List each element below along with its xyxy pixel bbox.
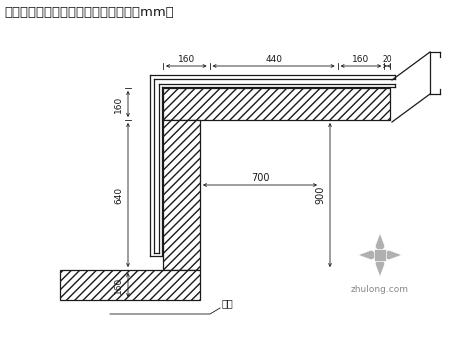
Text: 440: 440 — [265, 54, 282, 63]
Text: 20: 20 — [382, 54, 392, 63]
Text: 640: 640 — [114, 186, 123, 203]
Text: 160: 160 — [178, 54, 195, 63]
Bar — [374, 249, 386, 261]
Text: 阳角防撞扶手固定点示意图：（单位：mm）: 阳角防撞扶手固定点示意图：（单位：mm） — [4, 6, 174, 19]
Polygon shape — [375, 255, 385, 277]
Polygon shape — [380, 250, 402, 260]
Polygon shape — [163, 88, 390, 120]
Polygon shape — [358, 250, 380, 260]
Polygon shape — [60, 270, 200, 300]
Text: 900: 900 — [315, 186, 325, 204]
Text: zhulong.com: zhulong.com — [351, 285, 409, 294]
Text: 160: 160 — [114, 276, 123, 294]
Polygon shape — [163, 120, 200, 270]
Text: 160: 160 — [352, 54, 370, 63]
Text: 160: 160 — [114, 95, 123, 113]
Text: 墙体: 墙体 — [222, 298, 234, 308]
Text: 700: 700 — [251, 172, 269, 183]
Polygon shape — [375, 233, 385, 255]
